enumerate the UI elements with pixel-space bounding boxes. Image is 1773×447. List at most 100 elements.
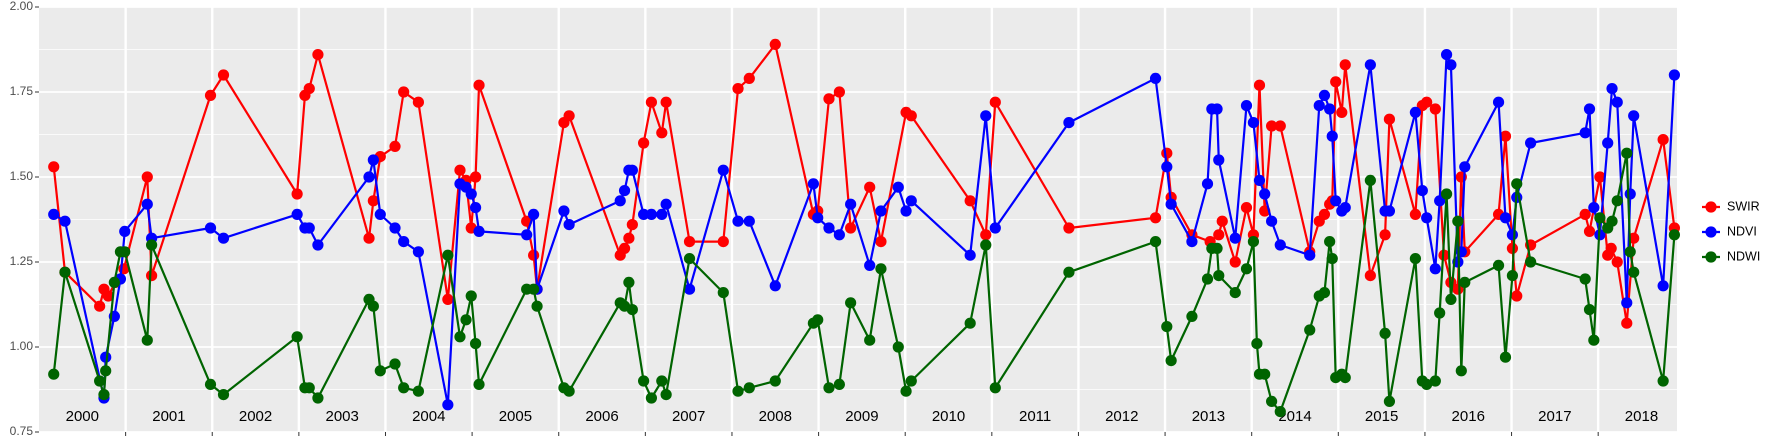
data-point (48, 208, 60, 220)
data-point (980, 110, 992, 122)
data-point (204, 378, 217, 390)
data-point (1326, 253, 1338, 265)
data-point (1266, 215, 1278, 227)
year-label: 2015 (1365, 408, 1398, 425)
data-point (905, 375, 917, 387)
data-point (1201, 273, 1214, 285)
data-point (48, 161, 60, 173)
data-point (1211, 242, 1223, 254)
data-point (94, 375, 106, 387)
data-point (1421, 96, 1433, 108)
data-point (1259, 368, 1271, 380)
data-point (1229, 256, 1241, 268)
data-point (1149, 236, 1162, 248)
data-point (645, 96, 658, 108)
data-point (1602, 137, 1614, 149)
data-point (141, 198, 153, 210)
data-point (563, 110, 575, 122)
data-point (1611, 96, 1623, 108)
data-point (1499, 212, 1512, 224)
data-point (119, 225, 131, 237)
data-point (892, 341, 904, 353)
data-point (442, 293, 454, 305)
data-point (769, 375, 781, 387)
data-point (217, 389, 230, 401)
data-point (623, 276, 635, 288)
data-point (1201, 178, 1214, 190)
data-point (1434, 307, 1446, 319)
data-point (1266, 120, 1278, 132)
data-point (1161, 321, 1173, 333)
data-point (964, 195, 976, 207)
data-point (367, 154, 379, 166)
data-point (1364, 174, 1376, 186)
data-point (389, 140, 401, 152)
data-point (875, 263, 887, 275)
y-tick-label: 2.00 (10, 0, 34, 13)
data-point (442, 399, 454, 411)
year-label: 2009 (845, 408, 878, 425)
y-tick-label: 0.75 (10, 424, 34, 438)
data-point (389, 222, 401, 234)
data-point (656, 375, 668, 387)
data-point (1621, 317, 1633, 329)
data-point (833, 378, 845, 390)
data-point (312, 392, 324, 404)
data-point (638, 375, 650, 387)
data-point (875, 236, 887, 248)
data-point (1452, 215, 1464, 227)
data-point (1063, 222, 1075, 234)
data-point (1588, 334, 1600, 346)
data-point (1506, 242, 1519, 254)
data-point (1161, 147, 1173, 159)
data-point (1274, 239, 1286, 251)
data-point (732, 215, 744, 227)
data-point (528, 249, 540, 261)
data-point (291, 208, 303, 220)
data-point (141, 334, 153, 346)
data-point (1186, 310, 1198, 322)
data-point (1429, 375, 1441, 387)
data-point (412, 96, 424, 108)
data-point (1186, 236, 1198, 248)
data-point (204, 222, 217, 234)
data-point (1583, 225, 1596, 237)
data-point (531, 300, 543, 312)
legend-key-point (1705, 201, 1717, 213)
data-point (1216, 215, 1228, 227)
data-point (291, 331, 303, 343)
data-point (845, 198, 857, 210)
year-label: 2000 (66, 408, 99, 425)
data-point (465, 188, 477, 200)
data-point (217, 69, 230, 81)
year-label: 2016 (1452, 408, 1485, 425)
data-point (833, 86, 845, 98)
data-point (291, 188, 303, 200)
data-point (1063, 266, 1075, 278)
data-point (141, 171, 153, 183)
data-point (1383, 395, 1396, 407)
data-point (1445, 59, 1457, 71)
data-point (94, 300, 106, 312)
data-point (626, 304, 638, 316)
data-point (146, 270, 158, 282)
data-point (108, 276, 120, 288)
data-point (374, 208, 386, 220)
y-tick-label: 1.75 (10, 84, 34, 98)
data-point (1434, 195, 1446, 207)
data-point (864, 259, 876, 271)
data-point (1339, 372, 1351, 384)
data-point (683, 283, 696, 295)
year-label: 2008 (759, 408, 792, 425)
data-point (204, 89, 217, 101)
data-point (469, 171, 482, 183)
data-point (1274, 406, 1286, 418)
data-point (1336, 106, 1348, 118)
year-label: 2014 (1278, 408, 1311, 425)
data-point (442, 249, 454, 261)
data-point (1421, 212, 1433, 224)
data-point (1379, 327, 1391, 339)
data-point (1253, 79, 1266, 91)
data-point (1213, 229, 1225, 241)
data-point (823, 93, 835, 105)
